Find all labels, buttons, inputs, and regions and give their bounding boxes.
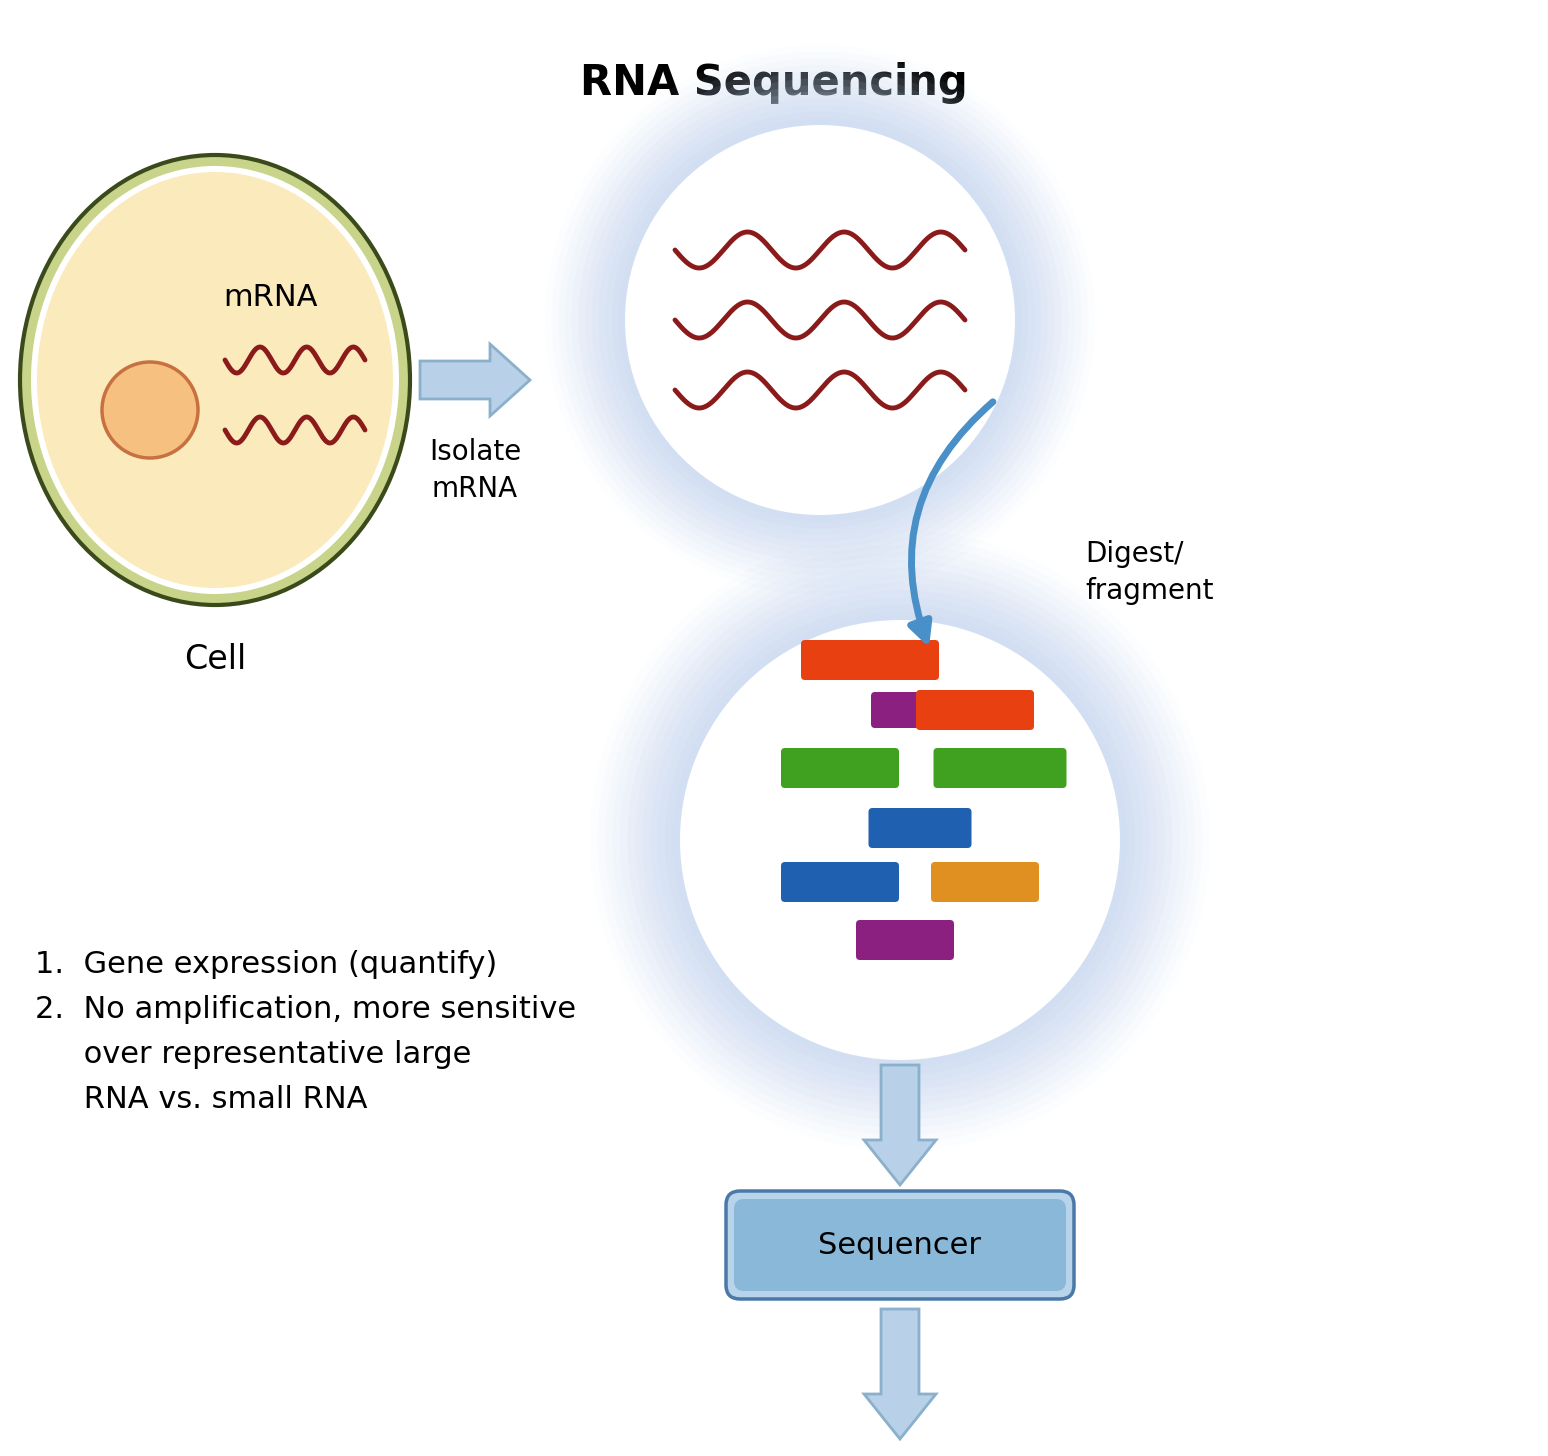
- Text: Sequencer: Sequencer: [819, 1230, 981, 1259]
- FancyBboxPatch shape: [782, 748, 899, 788]
- Circle shape: [598, 537, 1203, 1143]
- Ellipse shape: [31, 166, 399, 594]
- Text: mRNA: mRNA: [223, 282, 317, 312]
- Circle shape: [658, 597, 1142, 1082]
- Circle shape: [605, 105, 1036, 534]
- FancyBboxPatch shape: [916, 690, 1034, 729]
- Circle shape: [590, 530, 1211, 1150]
- Circle shape: [599, 99, 1042, 542]
- Circle shape: [625, 125, 1015, 515]
- FancyBboxPatch shape: [800, 641, 940, 680]
- Circle shape: [680, 620, 1121, 1060]
- Circle shape: [591, 92, 1048, 549]
- Circle shape: [627, 568, 1172, 1112]
- Circle shape: [585, 84, 1056, 555]
- FancyBboxPatch shape: [933, 748, 1067, 788]
- Circle shape: [559, 58, 1082, 581]
- Circle shape: [605, 545, 1195, 1136]
- Circle shape: [571, 71, 1068, 568]
- Circle shape: [565, 66, 1074, 575]
- FancyArrow shape: [864, 1309, 937, 1439]
- Circle shape: [545, 45, 1094, 596]
- FancyBboxPatch shape: [782, 862, 899, 903]
- FancyBboxPatch shape: [872, 692, 949, 728]
- Circle shape: [635, 575, 1166, 1105]
- Circle shape: [611, 112, 1028, 529]
- Circle shape: [618, 118, 1022, 521]
- Circle shape: [642, 582, 1158, 1098]
- Circle shape: [621, 561, 1180, 1120]
- FancyBboxPatch shape: [734, 1198, 1067, 1291]
- Text: RNA Sequencing: RNA Sequencing: [580, 63, 968, 103]
- Circle shape: [613, 552, 1187, 1127]
- FancyArrow shape: [864, 1064, 937, 1185]
- Circle shape: [666, 606, 1135, 1075]
- FancyBboxPatch shape: [868, 808, 972, 847]
- Circle shape: [579, 79, 1062, 562]
- FancyBboxPatch shape: [726, 1191, 1074, 1299]
- FancyBboxPatch shape: [930, 862, 1039, 903]
- Ellipse shape: [20, 154, 410, 606]
- Text: 1.  Gene expression (quantify)
2.  No amplification, more sensitive
     over re: 1. Gene expression (quantify) 2. No ampl…: [36, 949, 576, 1114]
- Text: Digest/
fragment: Digest/ fragment: [1085, 540, 1214, 604]
- Circle shape: [650, 590, 1150, 1091]
- Ellipse shape: [37, 172, 393, 588]
- Circle shape: [672, 613, 1127, 1067]
- Text: Cell: Cell: [184, 644, 246, 676]
- Circle shape: [102, 363, 198, 459]
- Text: Isolate
mRNA: Isolate mRNA: [429, 438, 522, 502]
- FancyArrow shape: [420, 344, 529, 416]
- FancyBboxPatch shape: [856, 920, 954, 960]
- Circle shape: [551, 51, 1088, 588]
